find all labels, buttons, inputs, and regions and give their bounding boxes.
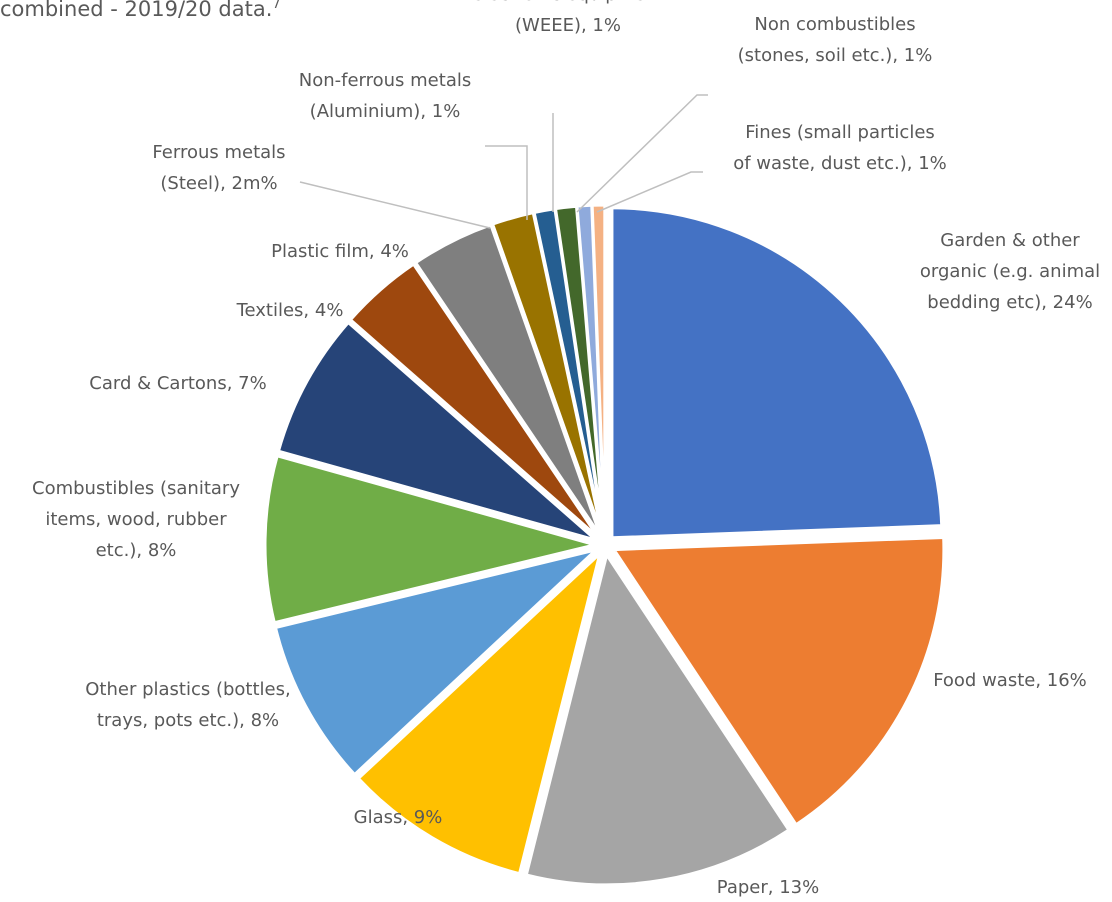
pie-slice: [263, 453, 601, 625]
leader-line: [576, 94, 708, 213]
slice-label: Garden & other organic (e.g. animal beddin…: [920, 230, 1100, 313]
leader-lines: [299, 94, 708, 229]
leader-line: [596, 171, 703, 213]
slice-label: Plastic film, 4%: [271, 241, 409, 262]
slice-label: Other plastics (bottles, trays, pots etc.…: [85, 679, 290, 731]
slice-label: Combustibles (sanitary items, wood, rubbe…: [32, 478, 240, 561]
pie-slice: [356, 549, 603, 876]
leader-line: [485, 145, 528, 220]
slice-label: Paper, 13%: [717, 877, 819, 898]
pie-slice: [590, 203, 607, 536]
slice-label: Non combustibles (stones, soil etc.), 1%: [738, 14, 933, 66]
chart-title-fragment: combined - 2019/20 data.7: [0, 0, 281, 21]
slice-label: Glass, 9%: [354, 807, 443, 828]
pie-slice: [524, 551, 791, 887]
pie-slice: [413, 222, 602, 537]
slice-label: Non-ferrous metals (Aluminium), 1%: [299, 70, 471, 122]
slice-labels: Garden & other organic (e.g. animal beddin…: [32, 0, 1100, 898]
leader-line: [299, 181, 491, 229]
slice-label: Waste electrical andelectronic equipment…: [472, 0, 664, 36]
pie-slice: [273, 546, 602, 777]
slice-label: Fines (small particles of waste, dust etc…: [733, 122, 947, 174]
pie-slice: [348, 262, 600, 539]
pie-slices: [263, 203, 946, 887]
pie-slice: [611, 535, 946, 827]
pie-slice: [276, 320, 598, 542]
slice-label: Card & Cartons, 7%: [89, 373, 266, 394]
slice-label: Ferrous metals (Steel), 2m%: [152, 142, 285, 194]
slice-label: Food waste, 16%: [933, 670, 1087, 691]
slice-label: Textiles, 4%: [236, 300, 344, 321]
pie-slice: [610, 206, 944, 540]
